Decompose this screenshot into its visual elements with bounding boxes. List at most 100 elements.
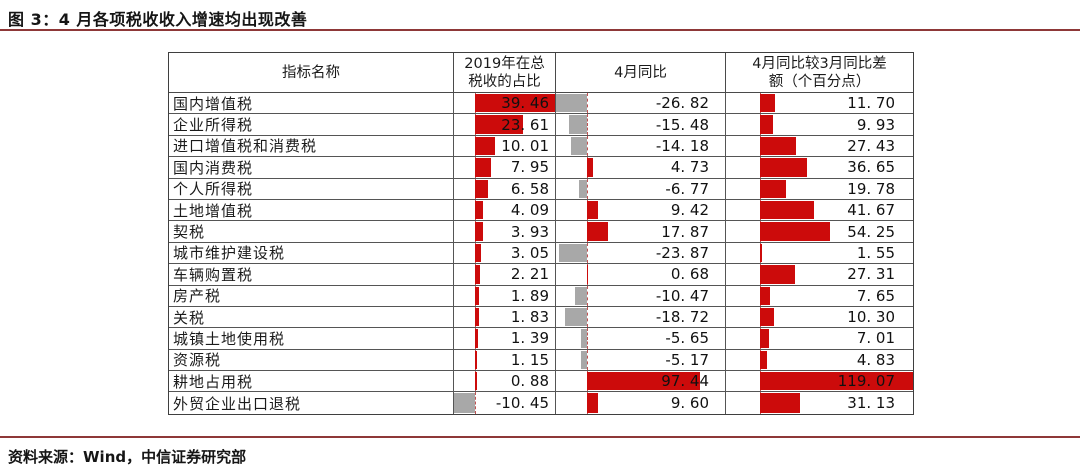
negative-bar xyxy=(569,115,588,134)
negative-bar xyxy=(556,94,588,113)
positive-bar xyxy=(760,350,767,370)
yoy-cell: -10. 47 xyxy=(556,285,726,306)
cell-value: 7. 65 xyxy=(856,286,895,305)
diff-cell: 19. 78 xyxy=(726,178,913,199)
positive-bar xyxy=(475,222,484,241)
source-text: 资料来源：Wind，中信证券研究部 xyxy=(8,448,247,466)
yoy-cell: 9. 42 xyxy=(556,199,726,221)
diff-cell: 41. 67 xyxy=(726,199,913,221)
table-row: 房产税 1. 89 -10. 47 7. 65 xyxy=(169,285,913,307)
bar-axis-line xyxy=(475,392,477,414)
cell-value: 27. 43 xyxy=(847,136,895,155)
diff-cell: 54. 25 xyxy=(726,221,913,242)
row-label: 城市维护建设税 xyxy=(169,242,454,264)
diff-cell: 36. 65 xyxy=(726,157,913,178)
cell-value: 7. 95 xyxy=(510,158,549,177)
share-cell: 1. 39 xyxy=(454,328,556,349)
positive-bar xyxy=(760,115,774,134)
cell-value: -10. 47 xyxy=(655,286,709,305)
bar-axis-line xyxy=(587,306,589,328)
bar-axis-line xyxy=(587,349,589,371)
row-label: 土地增值税 xyxy=(169,199,454,221)
negative-bar xyxy=(581,350,588,370)
positive-bar xyxy=(475,286,479,305)
cell-value: -5. 65 xyxy=(665,329,709,348)
yoy-cell: -5. 17 xyxy=(556,349,726,371)
table-row: 国内消费税 7. 95 4. 73 36. 65 xyxy=(169,157,913,179)
cell-value: 4. 73 xyxy=(670,158,709,177)
cell-value: 39. 46 xyxy=(501,94,549,113)
cell-value: 41. 67 xyxy=(847,201,895,220)
share-cell: 10. 01 xyxy=(454,135,556,157)
share-cell: 6. 58 xyxy=(454,178,556,199)
cell-value: 36. 65 xyxy=(847,158,895,177)
share-cell: 23. 61 xyxy=(454,114,556,135)
yoy-cell: -18. 72 xyxy=(556,306,726,328)
bar-axis-line xyxy=(587,135,589,157)
row-label: 关税 xyxy=(169,306,454,328)
table-row: 契税 3. 93 17. 87 54. 25 xyxy=(169,221,913,243)
cell-value: 23. 61 xyxy=(501,115,549,134)
positive-bar xyxy=(760,243,763,263)
yoy-cell: -14. 18 xyxy=(556,135,726,157)
cell-value: 119. 07 xyxy=(837,372,895,391)
row-label: 契税 xyxy=(169,221,454,242)
col-header-diff-vs-march: 4月同比较3月同比差 额（个百分点） xyxy=(752,55,887,90)
cell-value: -14. 18 xyxy=(655,136,709,155)
cell-value: 0. 88 xyxy=(510,372,549,391)
positive-bar xyxy=(587,265,588,284)
table-row: 国内增值税 39. 46 -26. 82 11. 70 xyxy=(169,93,913,115)
cell-value: -6. 77 xyxy=(665,179,709,198)
figure-title: 图 3：4 月各项税收收入增速均出现改善 xyxy=(8,10,308,29)
positive-bar xyxy=(760,179,786,198)
row-label: 车辆购置税 xyxy=(169,264,454,285)
cell-value: 19. 78 xyxy=(847,179,895,198)
positive-bar xyxy=(475,307,479,327)
row-label: 资源税 xyxy=(169,349,454,371)
table-row: 资源税 1. 15 -5. 17 4. 83 xyxy=(169,349,913,372)
row-label: 国内增值税 xyxy=(169,93,454,114)
cell-value: 1. 83 xyxy=(510,308,549,327)
positive-bar xyxy=(760,94,776,113)
positive-bar xyxy=(760,158,808,177)
share-cell: 1. 83 xyxy=(454,306,556,328)
yoy-cell: 0. 68 xyxy=(556,264,726,285)
col-header-indicator: 指标名称 xyxy=(169,53,454,92)
negative-bar xyxy=(454,393,476,413)
diff-cell: 7. 65 xyxy=(726,285,913,306)
row-label: 耕地占用税 xyxy=(169,371,454,392)
cell-value: 97. 44 xyxy=(661,372,709,391)
positive-bar xyxy=(760,200,814,220)
table-row: 进口增值税和消费税 10. 01 -14. 18 27. 43 xyxy=(169,135,913,158)
row-label: 外贸企业出口退税 xyxy=(169,392,454,414)
negative-bar xyxy=(580,329,588,348)
cell-value: 11. 70 xyxy=(847,94,895,113)
positive-bar xyxy=(587,200,598,220)
negative-bar xyxy=(565,307,588,327)
negative-bar xyxy=(570,136,588,156)
share-cell: 39. 46 xyxy=(454,93,556,114)
share-cell: 4. 09 xyxy=(454,199,556,221)
cell-value: 7. 01 xyxy=(856,329,895,348)
cell-value: 10. 30 xyxy=(847,308,895,327)
positive-bar xyxy=(475,329,478,348)
cell-value: 4. 09 xyxy=(510,201,549,220)
yoy-cell: -23. 87 xyxy=(556,242,726,264)
cell-value: -5. 17 xyxy=(665,350,709,369)
diff-cell: 1. 55 xyxy=(726,242,913,264)
cell-value: -10. 45 xyxy=(495,394,549,413)
positive-bar xyxy=(760,393,801,413)
positive-bar xyxy=(475,200,484,220)
tax-table: 指标名称 2019年在总 税收的占比 4月同比 4月同比较3月同比差 额（个百分… xyxy=(168,52,914,415)
row-label: 房产税 xyxy=(169,285,454,306)
positive-bar xyxy=(587,393,599,413)
share-cell: -10. 45 xyxy=(454,392,556,414)
table-row: 车辆购置税 2. 21 0. 68 27. 31 xyxy=(169,264,913,286)
diff-cell: 7. 01 xyxy=(726,328,913,349)
yoy-cell: 4. 73 xyxy=(556,157,726,178)
positive-bar xyxy=(475,350,478,370)
diff-cell: 4. 83 xyxy=(726,349,913,371)
cell-value: 3. 05 xyxy=(510,243,549,262)
positive-bar xyxy=(587,372,700,391)
diff-cell: 9. 93 xyxy=(726,114,913,135)
